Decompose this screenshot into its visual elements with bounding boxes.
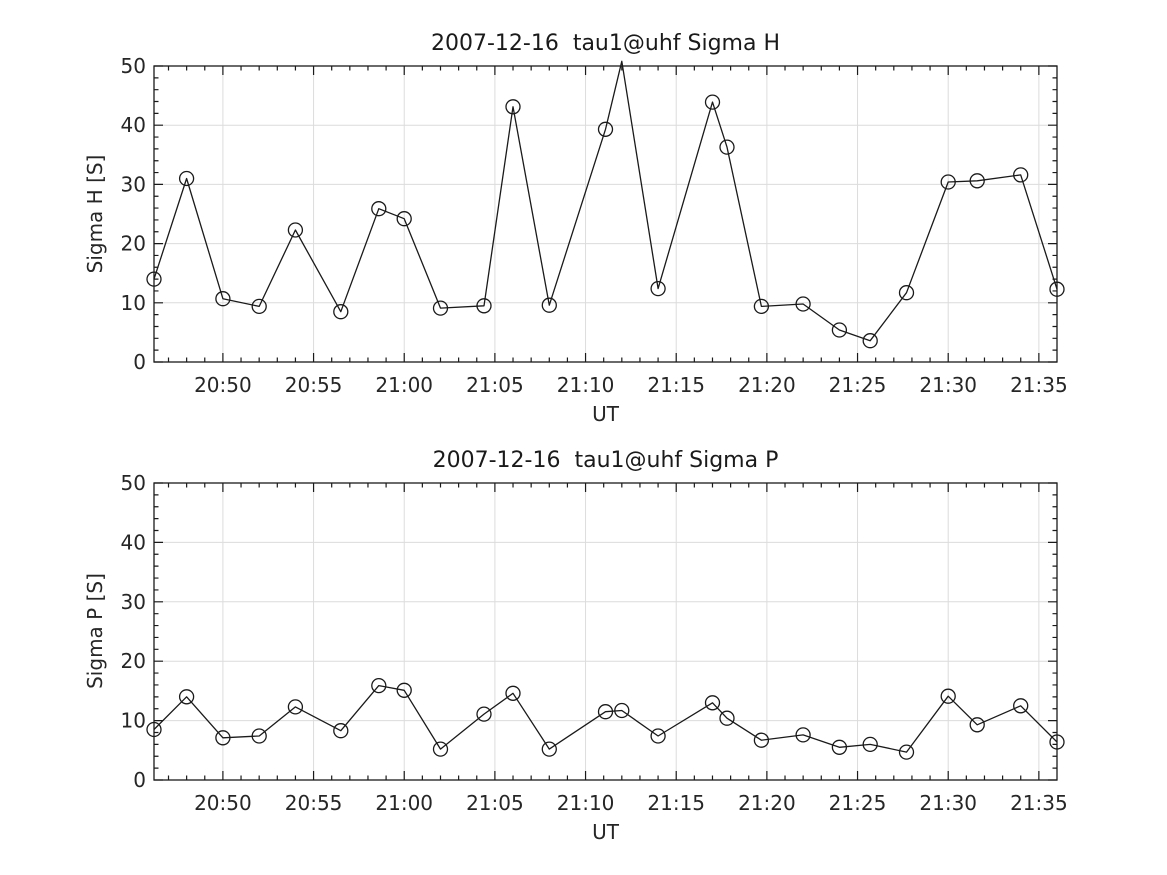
- y-tick-label: 30: [121, 590, 146, 614]
- x-tick-label: 20:55: [285, 373, 343, 397]
- sigma-p-data-point-marker: [541, 741, 557, 757]
- sigma-h-data-point-marker: [215, 291, 231, 307]
- sigma-p-data-point-marker: [396, 682, 412, 698]
- sigma-p-data-point-marker: [371, 677, 387, 694]
- y-tick-label: 50: [121, 54, 146, 78]
- sigma-h-data-point-marker: [898, 285, 915, 301]
- y-tick-label: 0: [133, 768, 146, 792]
- x-tick-label: 20:50: [194, 791, 252, 815]
- sigma-p-data-point-marker: [287, 699, 304, 715]
- x-tick-label: 21:15: [647, 791, 705, 815]
- sigma-h-data-point-marker: [396, 211, 412, 227]
- sigma-p-data-point-marker: [898, 744, 915, 760]
- sigma-p-data-point-marker: [178, 689, 195, 705]
- axes-box: [153, 482, 1058, 781]
- sigma-p-data-point-marker: [795, 727, 811, 743]
- sigma-p-data-point-marker: [432, 741, 449, 757]
- sigma-h-chart: 20:50 20:55 21:00 21:05 21:10 21:15 21:20 21:25…: [121, 54, 1068, 397]
- sigma-h-data-point-marker: [505, 99, 521, 115]
- sigma-h-chart-title: 2007-12-16 tau1@uhf Sigma H: [430, 31, 780, 56]
- sigma-p-data-point-marker: [505, 685, 521, 701]
- sigma-p-data-point-marker: [333, 723, 349, 739]
- sigma-p-data-point-marker: [215, 730, 231, 746]
- x-tick-label: 21:35: [1010, 373, 1068, 397]
- sigma-p-data-point-marker: [597, 704, 614, 720]
- sigma-p-series-line: [153, 684, 1058, 753]
- sigma-h-data-point-marker: [333, 304, 349, 320]
- x-tick-label: 20:50: [194, 373, 252, 397]
- sigma-p-chart: 20:50 20:55 21:00 21:05 21:10 21:15 21:20 21:25…: [121, 471, 1068, 815]
- y-tick-label: 0: [133, 350, 146, 374]
- sigma-h-data-point-marker: [940, 174, 956, 190]
- sigma-h-data-point-marker: [719, 139, 735, 155]
- x-tick-label: 21:20: [738, 791, 796, 815]
- sigma-p-data-point-marker: [940, 688, 956, 704]
- sigma-p-data-point-marker: [719, 710, 735, 726]
- y-tick-label: 10: [121, 709, 146, 733]
- sigma-h-data-point-marker: [704, 94, 721, 110]
- sigma-h-data-point-marker: [831, 322, 848, 338]
- x-tick-label: 21:10: [557, 373, 615, 397]
- y-tick-label: 50: [121, 471, 146, 495]
- sigma-p-data-point-marker: [753, 732, 770, 748]
- sigma-p-y-axis-label: Sigma P [S]: [83, 573, 107, 689]
- sigma-p-data-point-marker: [1013, 698, 1029, 714]
- x-tick-label: 21:35: [1010, 791, 1068, 815]
- x-tick-label: 21:30: [919, 373, 977, 397]
- x-tick-label: 21:05: [466, 373, 524, 397]
- y-tick-label: 20: [121, 232, 146, 256]
- sigma-p-data-point-marker: [476, 706, 492, 722]
- sigma-p-data-point-marker: [969, 717, 985, 733]
- sigma-h-data-point-marker: [1013, 167, 1029, 183]
- x-tick-label: 20:55: [285, 791, 343, 815]
- sigma-h-data-point-marker: [178, 170, 195, 187]
- sigma-h-data-point-marker: [650, 280, 666, 297]
- axis-ticks: [154, 482, 1057, 781]
- sigma-p-data-point-marker: [650, 728, 666, 744]
- sigma-h-data-point-marker: [287, 222, 304, 238]
- x-tick-label: 21:25: [829, 373, 887, 397]
- x-tick-label: 21:05: [466, 791, 524, 815]
- y-tick-label: 20: [121, 649, 146, 673]
- sigma-h-y-axis-label: Sigma H [S]: [83, 154, 107, 274]
- sigma-h-series-line: [153, 60, 1058, 342]
- x-tick-label: 21:15: [647, 373, 705, 397]
- sigma-p-chart-title: 2007-12-16 tau1@uhf Sigma P: [432, 448, 779, 473]
- axes-box: [153, 65, 1058, 363]
- sigma-h-data-point-marker: [251, 298, 267, 315]
- sigma-h-data-point-marker: [371, 201, 387, 217]
- x-tick-label: 21:00: [375, 791, 433, 815]
- sigma-p-x-axis-label: UT: [592, 820, 619, 844]
- sigma-p-data-point-marker: [862, 736, 878, 753]
- sigma-h-x-axis-label: UT: [592, 402, 619, 426]
- sigma-p-data-point-marker: [614, 702, 630, 719]
- sigma-p-data-point-marker: [831, 739, 848, 755]
- sigma-h-data-point-marker: [597, 121, 614, 137]
- sigma-h-data-point-marker: [969, 173, 985, 189]
- x-tick-label: 21:20: [738, 373, 796, 397]
- sigma-h-data-point-marker: [541, 297, 557, 313]
- y-tick-label: 10: [121, 291, 146, 315]
- sigma-h-data-point-marker: [862, 333, 878, 349]
- y-tick-label: 40: [121, 113, 146, 137]
- sigma-h-data-point-marker: [795, 296, 811, 312]
- sigma-p-data-point-marker: [251, 728, 267, 744]
- sigma-h-data-point-marker: [476, 298, 492, 314]
- sigma-h-data-point-marker: [432, 300, 449, 316]
- x-tick-label: 21:30: [919, 791, 977, 815]
- y-tick-label: 40: [121, 530, 146, 554]
- x-tick-label: 21:00: [375, 373, 433, 397]
- axis-ticks: [154, 65, 1057, 363]
- y-tick-label: 30: [121, 172, 146, 196]
- x-tick-label: 21:25: [829, 791, 887, 815]
- x-tick-label: 21:10: [557, 791, 615, 815]
- sigma-h-data-point-marker: [753, 298, 770, 315]
- sigma-p-data-point-marker: [704, 695, 721, 711]
